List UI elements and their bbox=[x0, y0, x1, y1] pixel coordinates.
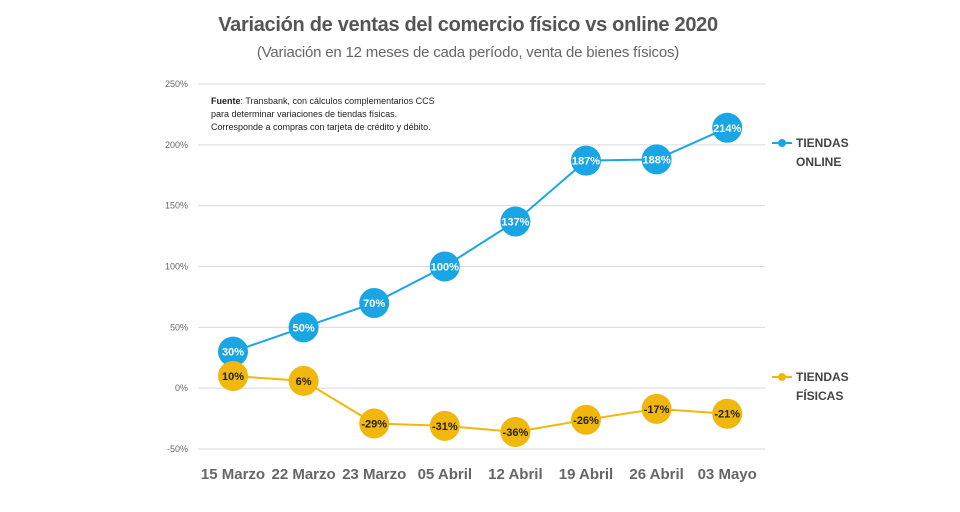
y-tick-label: 50% bbox=[170, 322, 188, 332]
legend-marker bbox=[778, 373, 786, 381]
series-online: 30% 50% 70% 100% 137% 187% 188% 214% bbox=[218, 112, 743, 367]
data-label-fisicas: 10% bbox=[222, 371, 244, 383]
data-point-online bbox=[429, 251, 460, 282]
data-label-online: 100% bbox=[431, 262, 459, 274]
legend-label-line1: TIENDAS bbox=[796, 370, 849, 384]
data-label-fisicas: -29% bbox=[361, 418, 387, 430]
data-point-fisicas bbox=[429, 410, 460, 441]
data-point-fisicas bbox=[641, 393, 672, 424]
data-point-fisicas bbox=[359, 408, 390, 439]
chart-subtitle: (Variación en 12 meses de cada período, … bbox=[256, 44, 680, 61]
y-axis: 250% 200% 150% 100% 50% 0% -50% bbox=[165, 79, 188, 454]
chart-title: Variación de ventas del comercio físico … bbox=[218, 14, 718, 36]
x-axis: 15 Marzo 22 Marzo 23 Marzo 05 Abril 12 Abril… bbox=[201, 466, 757, 483]
x-tick-label: 19 Abril bbox=[559, 466, 613, 483]
source-note-line3: Corresponde a compras con tarjeta de cré… bbox=[211, 122, 431, 132]
y-tick-label: 150% bbox=[165, 201, 188, 211]
legend-item-fisicas: TIENDAS FÍSICAS bbox=[772, 370, 849, 403]
legend-marker bbox=[778, 139, 786, 147]
y-tick-label: 0% bbox=[175, 383, 188, 393]
data-point-online bbox=[641, 144, 672, 175]
data-label-online: 50% bbox=[293, 322, 315, 334]
data-point-online bbox=[712, 112, 743, 143]
y-tick-label: 100% bbox=[165, 262, 188, 272]
data-label-fisicas: -21% bbox=[714, 409, 740, 421]
data-label-online: 30% bbox=[222, 347, 244, 359]
legend-item-online: TIENDAS ONLINE bbox=[772, 136, 849, 169]
data-point-online bbox=[288, 312, 319, 343]
data-point-fisicas bbox=[712, 398, 743, 429]
x-tick-label: 23 Marzo bbox=[342, 466, 406, 483]
data-point-fisicas bbox=[218, 361, 248, 391]
data-label-online: 187% bbox=[572, 156, 600, 168]
data-point-online bbox=[359, 288, 390, 318]
legend-label-line2: ONLINE bbox=[796, 155, 841, 169]
x-tick-label: 22 Marzo bbox=[271, 466, 335, 483]
x-tick-label: 15 Marzo bbox=[201, 466, 265, 483]
y-tick-label: -50% bbox=[167, 444, 188, 454]
legend-label-line2: FÍSICAS bbox=[796, 388, 843, 403]
data-label-fisicas: 6% bbox=[296, 376, 312, 388]
x-tick-label: 03 Mayo bbox=[698, 466, 757, 483]
data-label-fisicas: -26% bbox=[573, 415, 599, 427]
y-tick-label: 200% bbox=[165, 140, 188, 150]
x-tick-label: 05 Abril bbox=[418, 466, 472, 483]
x-tick-label: 12 Abril bbox=[488, 466, 542, 483]
source-note-line1: : Transbank, con cálculos complementario… bbox=[240, 96, 435, 106]
series-fisicas: 10% 6% -29% -31% -36% -26% -17% -21% bbox=[218, 361, 743, 447]
data-point-online bbox=[218, 336, 248, 367]
gridlines bbox=[198, 83, 765, 450]
y-tick-label: 250% bbox=[165, 79, 188, 89]
data-label-online: 137% bbox=[501, 216, 529, 228]
x-tick-label: 26 Abril bbox=[629, 466, 683, 483]
data-point-fisicas bbox=[571, 404, 601, 435]
data-point-fisicas bbox=[288, 365, 319, 396]
data-label-online: 214% bbox=[713, 123, 741, 135]
legend-label-line1: TIENDAS bbox=[796, 136, 849, 150]
data-point-online bbox=[500, 206, 531, 237]
source-note-line2: para determinar variaciones de tiendas f… bbox=[211, 109, 398, 119]
source-note: Fuente: Transbank, con cálculos compleme… bbox=[211, 95, 435, 134]
data-label-fisicas: -36% bbox=[503, 427, 529, 439]
legend: TIENDAS ONLINE TIENDAS FÍSICAS bbox=[772, 136, 849, 403]
source-note-label: Fuente bbox=[211, 96, 241, 106]
series-layer: 30% 50% 70% 100% 137% 187% 188% 214% 10% 6% -29% -3… bbox=[218, 112, 743, 447]
data-label-fisicas: -17% bbox=[644, 404, 670, 416]
data-point-online bbox=[571, 145, 601, 176]
data-label-fisicas: -31% bbox=[432, 421, 458, 433]
data-point-fisicas bbox=[500, 416, 531, 447]
data-label-online: 70% bbox=[363, 298, 385, 310]
data-label-online: 188% bbox=[643, 154, 671, 166]
